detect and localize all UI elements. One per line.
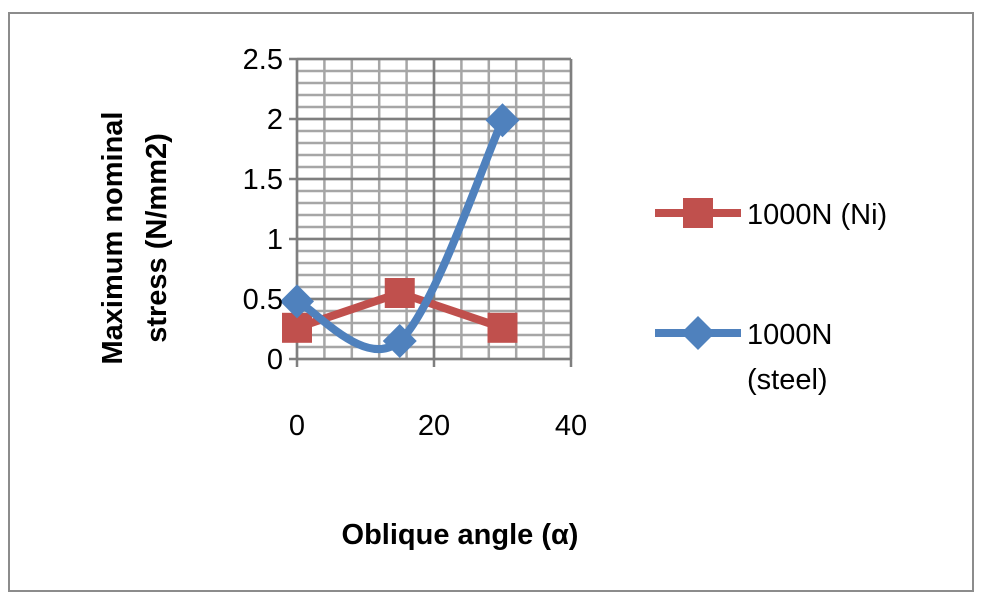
data-point-1 (382, 324, 417, 358)
data-point-1 (280, 284, 314, 319)
y-tick-label: 1 (267, 224, 283, 256)
y-tick-label: 0 (267, 344, 283, 376)
legend: 1000N (Ni) 1000N (steel) (655, 198, 887, 396)
legend-label-1: 1000N (747, 319, 832, 351)
legend-label-1: (steel) (747, 364, 828, 396)
data-point-0 (487, 312, 518, 343)
legend-marker-1 (681, 316, 715, 350)
y-tick-label: 2.5 (243, 44, 283, 76)
y-tick-label: 0.5 (243, 284, 283, 316)
y-tick-label: 1.5 (243, 164, 283, 196)
x-axis-label: Oblique angle (α) (342, 519, 579, 551)
x-tick-label: 0 (289, 410, 305, 442)
y-axis-label-line2: stress (N/mm2) (141, 133, 173, 343)
y-axis-label-line1: Maximum nominal (97, 112, 129, 365)
chart: 0 0.5 1 1.5 2 2.5 0 20 40 Oblique angle (α) Maxi… (97, 44, 887, 551)
data-point-1 (485, 103, 520, 138)
legend-marker-0 (683, 198, 713, 228)
y-tick-label: 2 (267, 104, 283, 136)
legend-label-0: 1000N (Ni) (747, 199, 887, 231)
x-tick-label: 20 (418, 410, 450, 442)
x-tick-label: 40 (555, 410, 587, 442)
data-point-0 (384, 278, 415, 308)
